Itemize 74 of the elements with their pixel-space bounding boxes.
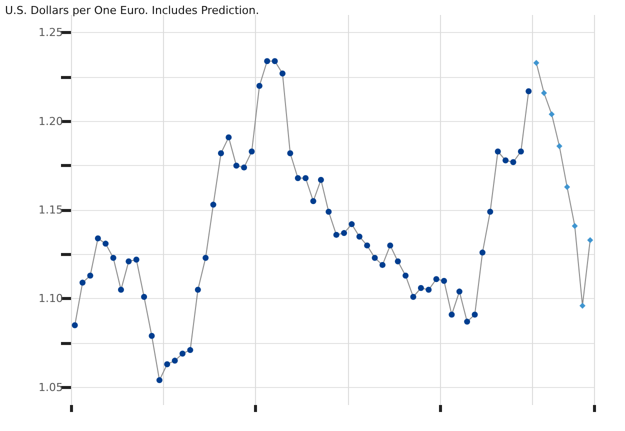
point [233,162,240,169]
y-tick-label: 1.25 [38,26,63,40]
point [402,272,409,279]
point [579,302,586,309]
point [526,88,532,94]
point [356,234,362,240]
point [564,184,570,190]
point [310,198,316,204]
point [510,159,516,166]
point [587,237,594,244]
point [294,175,301,182]
point [318,176,324,183]
point [141,294,148,300]
point [326,208,332,215]
point [241,164,248,170]
point [218,150,224,156]
point [87,272,94,279]
point [302,175,309,182]
point [202,254,209,261]
point [126,258,132,264]
point [333,232,340,238]
point [194,286,201,293]
point [256,82,262,89]
point [394,258,401,264]
point [180,350,186,357]
point [387,242,394,248]
point [156,377,162,384]
point [72,322,78,328]
chart-title: U.S. Dollars per One Euro. Includes Prediction. [5,4,260,17]
point [164,361,170,368]
y-tick-label: 1.05 [38,380,63,394]
point [502,157,509,164]
point [80,280,86,286]
point [410,294,416,300]
point [380,262,386,268]
point [441,278,448,284]
point [118,286,124,293]
point [548,111,555,118]
point [272,58,278,64]
point [533,60,540,66]
y-tick-label: 1.15 [38,204,63,216]
point [472,312,478,318]
point [464,318,470,325]
point [187,347,194,354]
point [487,208,494,215]
point [348,221,355,228]
point [341,230,348,236]
point [541,90,548,96]
point [210,202,216,208]
point [556,143,562,150]
point [494,148,501,154]
y-tick-label: 1.10 [38,292,63,306]
point [280,70,286,76]
point [572,222,578,229]
point [148,332,155,339]
point [364,242,370,248]
point [518,148,524,154]
point [372,254,378,261]
y-tick-label: 1.20 [38,114,63,128]
point [226,134,232,140]
point [426,286,432,293]
point [102,240,109,247]
point [433,276,440,282]
point [418,285,424,291]
point [248,148,255,154]
point [448,312,455,318]
point [456,288,462,295]
point [110,254,116,261]
point [172,358,178,364]
point [287,150,294,156]
point [94,235,101,242]
point [479,250,486,256]
point [264,58,270,64]
point [133,256,140,263]
